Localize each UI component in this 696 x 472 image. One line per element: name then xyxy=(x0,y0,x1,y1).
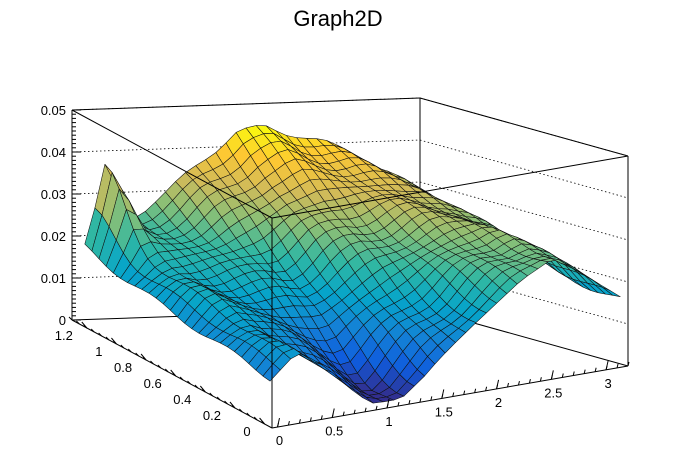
y-tick-label: 1 xyxy=(95,344,102,359)
x-minor-tick xyxy=(583,369,586,374)
surface-facet xyxy=(602,287,621,297)
x-minor-tick xyxy=(309,417,312,422)
y-minor-tick xyxy=(113,340,117,345)
x-minor-tick xyxy=(605,365,608,370)
y-minor-tick xyxy=(157,364,162,369)
x-minor-tick xyxy=(627,361,630,367)
y-minor-tick xyxy=(209,392,214,397)
axis-box-front xyxy=(71,109,629,429)
x-minor-tick xyxy=(276,422,279,428)
x-minor-tick xyxy=(386,403,389,409)
y-minor-tick xyxy=(127,348,132,353)
x-axis: 0 0.5 1 1.5 2 2.5 3 xyxy=(276,360,630,448)
y-minor-tick xyxy=(216,396,221,401)
box-edge xyxy=(271,365,629,429)
y-minor-tick xyxy=(172,372,177,377)
x-minor-tick xyxy=(594,367,597,372)
box-edge xyxy=(71,109,273,219)
x-tick-label: 1 xyxy=(385,414,392,429)
x-minor-tick xyxy=(331,413,334,418)
y-tick-label: 0 xyxy=(243,424,250,439)
z-tick-label: 0.03 xyxy=(41,187,66,202)
y-tick-label: 1.2 xyxy=(55,328,73,343)
x-minor-tick xyxy=(496,384,499,390)
x-minor-tick xyxy=(320,415,323,420)
x-minor-tick xyxy=(419,398,422,403)
box-edge xyxy=(271,155,629,219)
y-tick-label: 0.2 xyxy=(203,408,221,423)
y-minor-tick xyxy=(90,328,95,333)
y-minor-tick xyxy=(239,408,243,413)
z-tick-label: 0.01 xyxy=(41,271,66,286)
y-minor-tick xyxy=(120,344,125,349)
x-minor-tick xyxy=(452,392,455,397)
y-tick-label: 0.6 xyxy=(144,376,162,391)
y-minor-tick xyxy=(105,336,110,341)
y-minor-tick xyxy=(187,380,191,385)
x-minor-tick xyxy=(485,386,488,391)
x-minor-tick xyxy=(364,407,367,412)
x-tick-label: 0 xyxy=(276,433,283,448)
y-minor-tick xyxy=(261,420,265,425)
y-minor-tick xyxy=(83,324,88,329)
x-tick-label: 3 xyxy=(604,376,611,391)
y-minor-tick xyxy=(194,384,199,389)
chart-title: Graph2D xyxy=(293,6,382,31)
y-minor-tick xyxy=(142,356,147,361)
x-tick-label: 2.5 xyxy=(544,385,562,400)
z-tick-label: 0.04 xyxy=(41,145,66,160)
y-minor-tick xyxy=(179,376,184,381)
y-minor-tick xyxy=(68,316,73,321)
x-tick-label: 2 xyxy=(495,395,502,410)
x-minor-tick xyxy=(550,375,553,380)
y-minor-tick xyxy=(150,360,154,365)
x-minor-tick xyxy=(507,382,509,388)
x-minor-tick xyxy=(572,371,575,376)
x-minor-tick xyxy=(375,405,378,410)
box-edge xyxy=(419,97,629,157)
x-tick-label: 0.5 xyxy=(325,424,343,439)
y-tick-label: 0.8 xyxy=(114,360,132,375)
x-minor-tick xyxy=(517,380,520,386)
z-tick-label: 0.02 xyxy=(41,229,66,244)
z-tick-label: 0 xyxy=(59,313,66,328)
y-axis: 0 0.2 0.4 0.6 0.8 1 1.2 xyxy=(55,316,265,439)
x-minor-tick xyxy=(616,363,619,369)
z-axis: 0 0.01 0.02 0.03 0.04 0.05 xyxy=(41,103,81,328)
x-minor-tick xyxy=(353,409,356,414)
grid-line xyxy=(419,139,629,199)
x-minor-tick xyxy=(474,388,477,393)
box-edge xyxy=(71,319,273,429)
x-minor-tick xyxy=(397,401,400,407)
y-minor-tick xyxy=(164,368,169,373)
y-tick-label: 0.4 xyxy=(173,392,191,407)
x-minor-tick xyxy=(463,390,466,395)
z-tick-label: 0.05 xyxy=(41,103,66,118)
x-minor-tick xyxy=(287,421,290,426)
y-minor-tick xyxy=(76,320,80,325)
y-minor-tick xyxy=(253,416,258,421)
y-minor-tick xyxy=(98,332,102,337)
x-tick-label: 1.5 xyxy=(435,404,453,419)
y-minor-tick xyxy=(135,352,140,357)
x-minor-tick xyxy=(561,373,564,378)
x-minor-tick xyxy=(342,411,345,416)
x-minor-tick xyxy=(408,400,411,405)
y-minor-tick xyxy=(231,404,236,409)
y-minor-tick xyxy=(224,400,228,405)
box-edge xyxy=(71,97,421,111)
x-minor-tick xyxy=(539,377,542,382)
x-minor-tick xyxy=(298,419,301,424)
x-minor-tick xyxy=(528,379,531,384)
x-minor-tick xyxy=(441,394,444,399)
x-minor-tick xyxy=(430,396,433,401)
y-minor-tick xyxy=(201,388,206,393)
y-minor-tick xyxy=(246,412,251,417)
surface-plot xyxy=(84,125,621,404)
